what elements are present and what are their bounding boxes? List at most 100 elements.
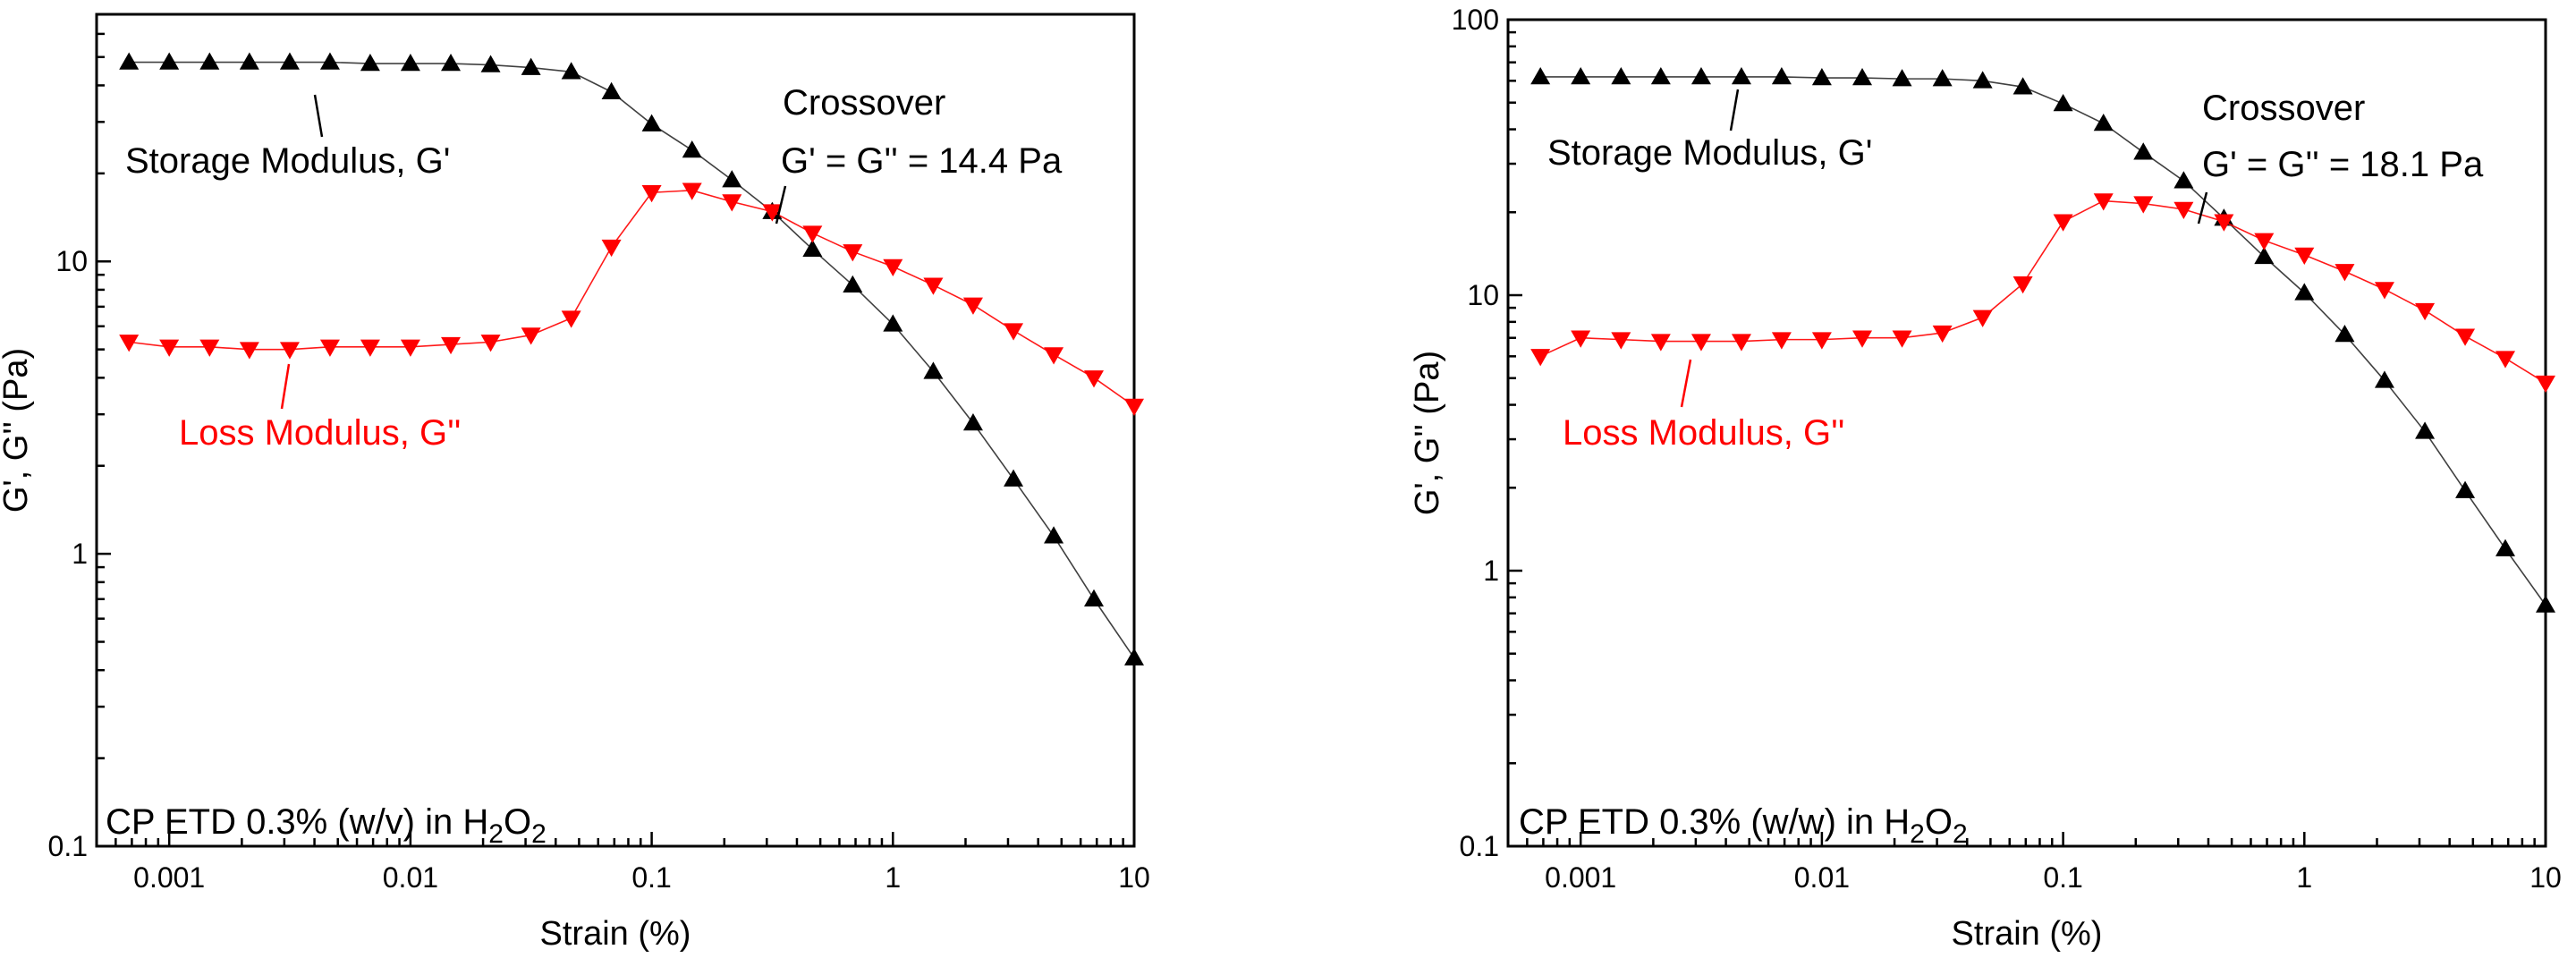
data-point xyxy=(2053,94,2073,112)
data-point xyxy=(722,170,742,188)
x-tick-label: 1 xyxy=(885,861,901,894)
loss-modulus-label: Loss Modulus, G'' xyxy=(179,413,461,453)
y-axis-title: G', G'' (Pa) xyxy=(1409,351,1446,515)
data-point xyxy=(923,277,944,295)
data-point xyxy=(2495,351,2515,369)
sample-label-main: CP ETD 0.3% (w/v) in H xyxy=(106,802,488,842)
data-point xyxy=(2012,77,2033,95)
data-point xyxy=(159,52,180,70)
data-point xyxy=(360,339,380,357)
data-point xyxy=(239,52,259,70)
data-point xyxy=(962,297,983,315)
data-point xyxy=(2334,324,2355,343)
leader-line xyxy=(1680,359,1692,408)
data-point xyxy=(360,54,380,72)
sample-label-sub: 2 xyxy=(488,819,504,849)
series-line-loss xyxy=(129,189,1135,407)
data-point xyxy=(279,342,300,360)
data-point xyxy=(641,114,662,131)
data-point xyxy=(441,54,462,72)
x-tick-label: 10 xyxy=(2529,861,2562,894)
x-tick-label: 0.001 xyxy=(1545,861,1616,894)
data-point xyxy=(1892,330,1912,348)
data-point xyxy=(2012,276,2033,294)
data-point xyxy=(682,182,702,200)
y-tick-label: 10 xyxy=(1467,279,1499,311)
data-point xyxy=(641,185,662,203)
data-point xyxy=(2536,375,2555,394)
data-point xyxy=(561,310,581,328)
data-point xyxy=(2093,193,2114,211)
crossover-value-label: G' = G'' = 14.4 Pa xyxy=(781,141,1063,181)
data-point xyxy=(2415,421,2436,439)
sample-label-sub: 2 xyxy=(1910,819,1925,849)
data-point xyxy=(1811,332,1832,350)
data-point xyxy=(2174,171,2194,189)
sample-label: CP ETD 0.3% (w/v) in H2O2 xyxy=(106,802,547,849)
data-point xyxy=(1972,71,1993,89)
crossover-label: Crossover xyxy=(2202,89,2365,128)
chart-right: 0.001 0.01 0.1 1 10 0.1 1 10 100 Strain (%) G', G'… xyxy=(1409,4,2562,953)
data-point xyxy=(521,57,541,75)
data-point xyxy=(1044,526,1064,544)
data-point xyxy=(883,259,903,277)
series-line-storage xyxy=(1540,76,2546,606)
data-point xyxy=(2334,264,2355,282)
data-point xyxy=(319,339,340,357)
data-point xyxy=(1611,332,1631,350)
data-point xyxy=(1811,68,1832,86)
series-loss xyxy=(1530,193,2555,394)
data-point xyxy=(400,339,420,357)
x-tick-label: 1 xyxy=(2296,861,2312,894)
data-point xyxy=(319,52,340,70)
data-point xyxy=(1530,66,1551,85)
data-point xyxy=(682,140,702,158)
data-point xyxy=(199,339,220,357)
x-tick-label: 0.01 xyxy=(383,861,438,894)
data-point xyxy=(1892,69,1912,87)
data-point xyxy=(923,361,944,379)
storage-modulus-label: Storage Modulus, G' xyxy=(125,141,450,181)
data-point xyxy=(1650,66,1671,85)
data-point xyxy=(1083,589,1104,607)
series-line-storage xyxy=(129,61,1135,659)
series-storage xyxy=(119,52,1144,666)
data-point xyxy=(480,55,501,72)
data-point xyxy=(1571,66,1591,85)
data-point xyxy=(239,342,259,360)
sample-label-mid: O xyxy=(504,802,531,842)
data-point xyxy=(400,54,420,72)
data-point xyxy=(159,339,180,357)
data-point xyxy=(561,62,581,80)
chart-left: 0.001 0.01 0.1 1 10 0.1 1 10 Strain (%) G', G'' (… xyxy=(0,13,1150,953)
crossover-value-label: G' = G'' = 18.1 Pa xyxy=(2202,145,2484,184)
data-point xyxy=(1044,347,1064,365)
y-axis-title: G', G'' (Pa) xyxy=(0,348,35,513)
x-axis-title: Strain (%) xyxy=(540,915,691,953)
y-tick-label: 0.1 xyxy=(1460,830,1499,862)
x-tick-label: 0.1 xyxy=(631,861,671,894)
data-point xyxy=(1932,325,1953,343)
series-line-loss xyxy=(1539,199,2546,384)
data-point xyxy=(1530,349,1551,367)
data-point xyxy=(1731,66,1751,85)
data-point xyxy=(2455,480,2476,498)
data-point xyxy=(2294,247,2315,265)
data-point xyxy=(762,204,783,222)
leader-line xyxy=(280,363,291,410)
data-point xyxy=(802,239,823,257)
data-point xyxy=(119,335,140,352)
x-tick-label: 10 xyxy=(1118,861,1150,894)
data-point xyxy=(962,412,983,431)
data-point xyxy=(1004,469,1024,487)
data-point xyxy=(2294,283,2315,301)
data-point xyxy=(441,336,462,355)
leader-line xyxy=(1729,89,1740,131)
data-point xyxy=(601,239,622,258)
data-point xyxy=(2133,142,2154,160)
x-tick-label: 0.001 xyxy=(133,861,205,894)
data-point xyxy=(2495,538,2515,556)
data-point xyxy=(2254,246,2275,265)
